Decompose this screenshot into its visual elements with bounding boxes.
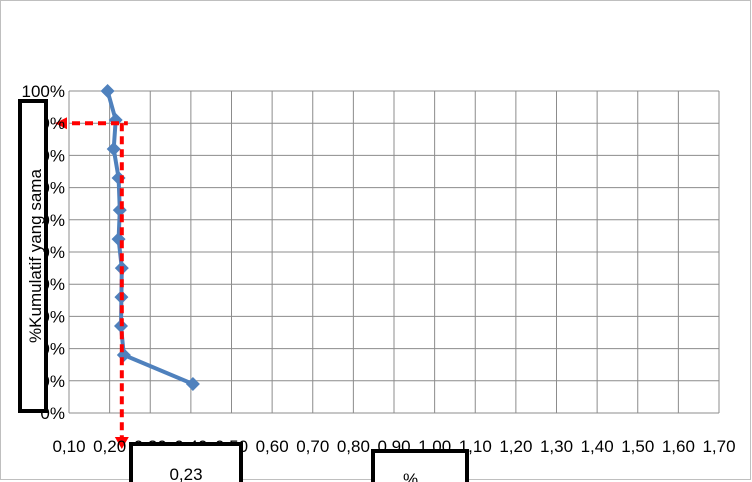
data-point [185,377,200,392]
x-tick-label: 1,70 [702,437,735,456]
x-tick-label: 1,40 [581,437,614,456]
x-tick-label: 0,60 [256,437,289,456]
guide-value-label: 0,23 [169,465,202,482]
chart-grid [68,90,720,414]
data-point [106,141,121,156]
guide-lines [55,117,129,449]
x-tick-label: 0,10 [52,437,85,456]
data-point [112,203,127,218]
x-tick-label: 0,20 [93,437,126,456]
y-axis-label-box [18,99,48,413]
x-tick-labels: 0,100,200,300,400,500,600,700,800,901,00… [52,437,735,456]
guide-v-arrow [114,437,129,449]
x-tick-label: 1,20 [499,437,532,456]
x-axis-label: % [403,470,418,482]
x-tick-label: 1,60 [662,437,695,456]
x-tick-label: 0,70 [296,437,329,456]
data-point [100,84,115,98]
x-tick-label: 1,50 [621,437,654,456]
x-axis-label-box [371,449,469,482]
guide-value-box [129,442,243,482]
x-tick-label: 1,30 [540,437,573,456]
guide-h-arrow [55,117,67,130]
x-tick-label: 0,80 [337,437,370,456]
y-tick-label: 100% [22,82,65,101]
data-point [116,348,131,363]
y-axis-label: %Kumulatif yang sama [26,169,45,343]
